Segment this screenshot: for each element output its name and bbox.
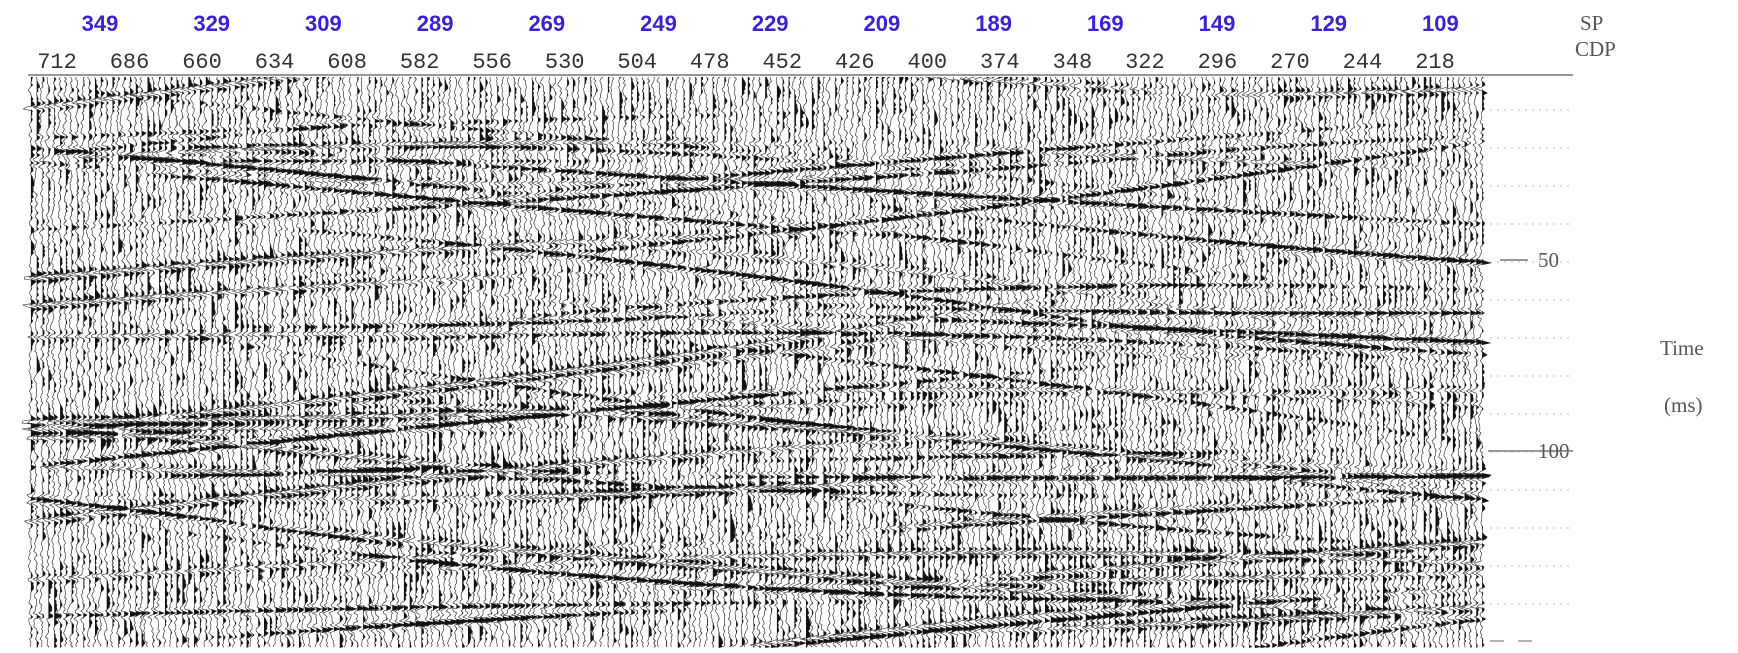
- sp-number: 149: [1199, 11, 1236, 36]
- trace-wiggle: [401, 77, 418, 647]
- sp-number: 169: [1087, 11, 1124, 36]
- cdp-number: 478: [690, 50, 730, 75]
- sp-label: SP: [1580, 11, 1603, 35]
- trace-fill: [468, 77, 477, 648]
- cdp-number: 452: [762, 50, 802, 75]
- trace-fill: [765, 77, 774, 648]
- sp-number: 249: [640, 11, 677, 36]
- trace-fill: [928, 77, 937, 648]
- trace-fill: [311, 77, 319, 648]
- cdp-number: 556: [472, 50, 512, 75]
- trace-wiggle: [28, 77, 44, 647]
- cdp-number: 634: [255, 50, 295, 75]
- cdp-number: 400: [908, 50, 948, 75]
- cdp-number: 712: [37, 50, 77, 75]
- trace-wiggle: [978, 77, 995, 647]
- cdp-number: 348: [1053, 50, 1093, 75]
- trace-wiggle: [1141, 77, 1158, 647]
- cdp-label: CDP: [1575, 37, 1616, 61]
- trace-fill: [1191, 77, 1200, 648]
- sp-number: 309: [305, 11, 342, 36]
- sp-number: 229: [752, 11, 789, 36]
- trace-fill: [37, 77, 44, 648]
- sp-number: 189: [975, 11, 1012, 36]
- cdp-number: 582: [400, 50, 440, 75]
- cdp-number: 374: [980, 50, 1020, 75]
- page: SP CDP Time (ms) 349 329 309 289 269 249 229 20…: [0, 0, 1738, 653]
- sp-number: 329: [193, 11, 230, 36]
- time-label: Time: [1660, 336, 1704, 360]
- trace-wiggle: [1007, 77, 1025, 647]
- cdp-number: 608: [327, 50, 367, 75]
- cdp-number: 530: [545, 50, 585, 75]
- trace-fill: [934, 77, 943, 648]
- cdp-number: 218: [1415, 50, 1455, 75]
- trace-wiggle: [40, 77, 56, 647]
- trace-fill: [1255, 77, 1264, 648]
- sp-number: 129: [1310, 11, 1347, 36]
- cdp-number: 296: [1198, 50, 1238, 75]
- trace-fill: [107, 77, 116, 648]
- trace-fill: [1482, 77, 1491, 648]
- trace-panel: [22, 77, 1491, 648]
- cdp-number: 686: [110, 50, 150, 75]
- sp-number: 109: [1422, 11, 1459, 36]
- sp-number: 209: [864, 11, 901, 36]
- cdp-number: 426: [835, 50, 875, 75]
- sp-number: 349: [82, 11, 119, 36]
- trace-wiggle: [278, 77, 295, 647]
- cdp-number: 322: [1125, 50, 1165, 75]
- cdp-number: 660: [182, 50, 222, 75]
- time-unit-label: (ms): [1664, 393, 1703, 417]
- cdp-number: 244: [1343, 50, 1383, 75]
- time-tick-label: 100: [1538, 439, 1570, 463]
- trace-wiggle: [115, 77, 132, 647]
- sp-number: 289: [417, 11, 454, 36]
- seismic-figure: SP CDP Time (ms) 349 329 309 289 269 249 229 20…: [0, 0, 1738, 653]
- cdp-number: 504: [617, 50, 657, 75]
- time-tick-label: 50: [1538, 248, 1559, 272]
- trace-fill: [771, 77, 780, 648]
- trace-fill: [812, 77, 821, 648]
- trace-fill: [1092, 77, 1101, 648]
- sp-number: 269: [528, 11, 565, 36]
- cdp-number: 270: [1270, 50, 1310, 75]
